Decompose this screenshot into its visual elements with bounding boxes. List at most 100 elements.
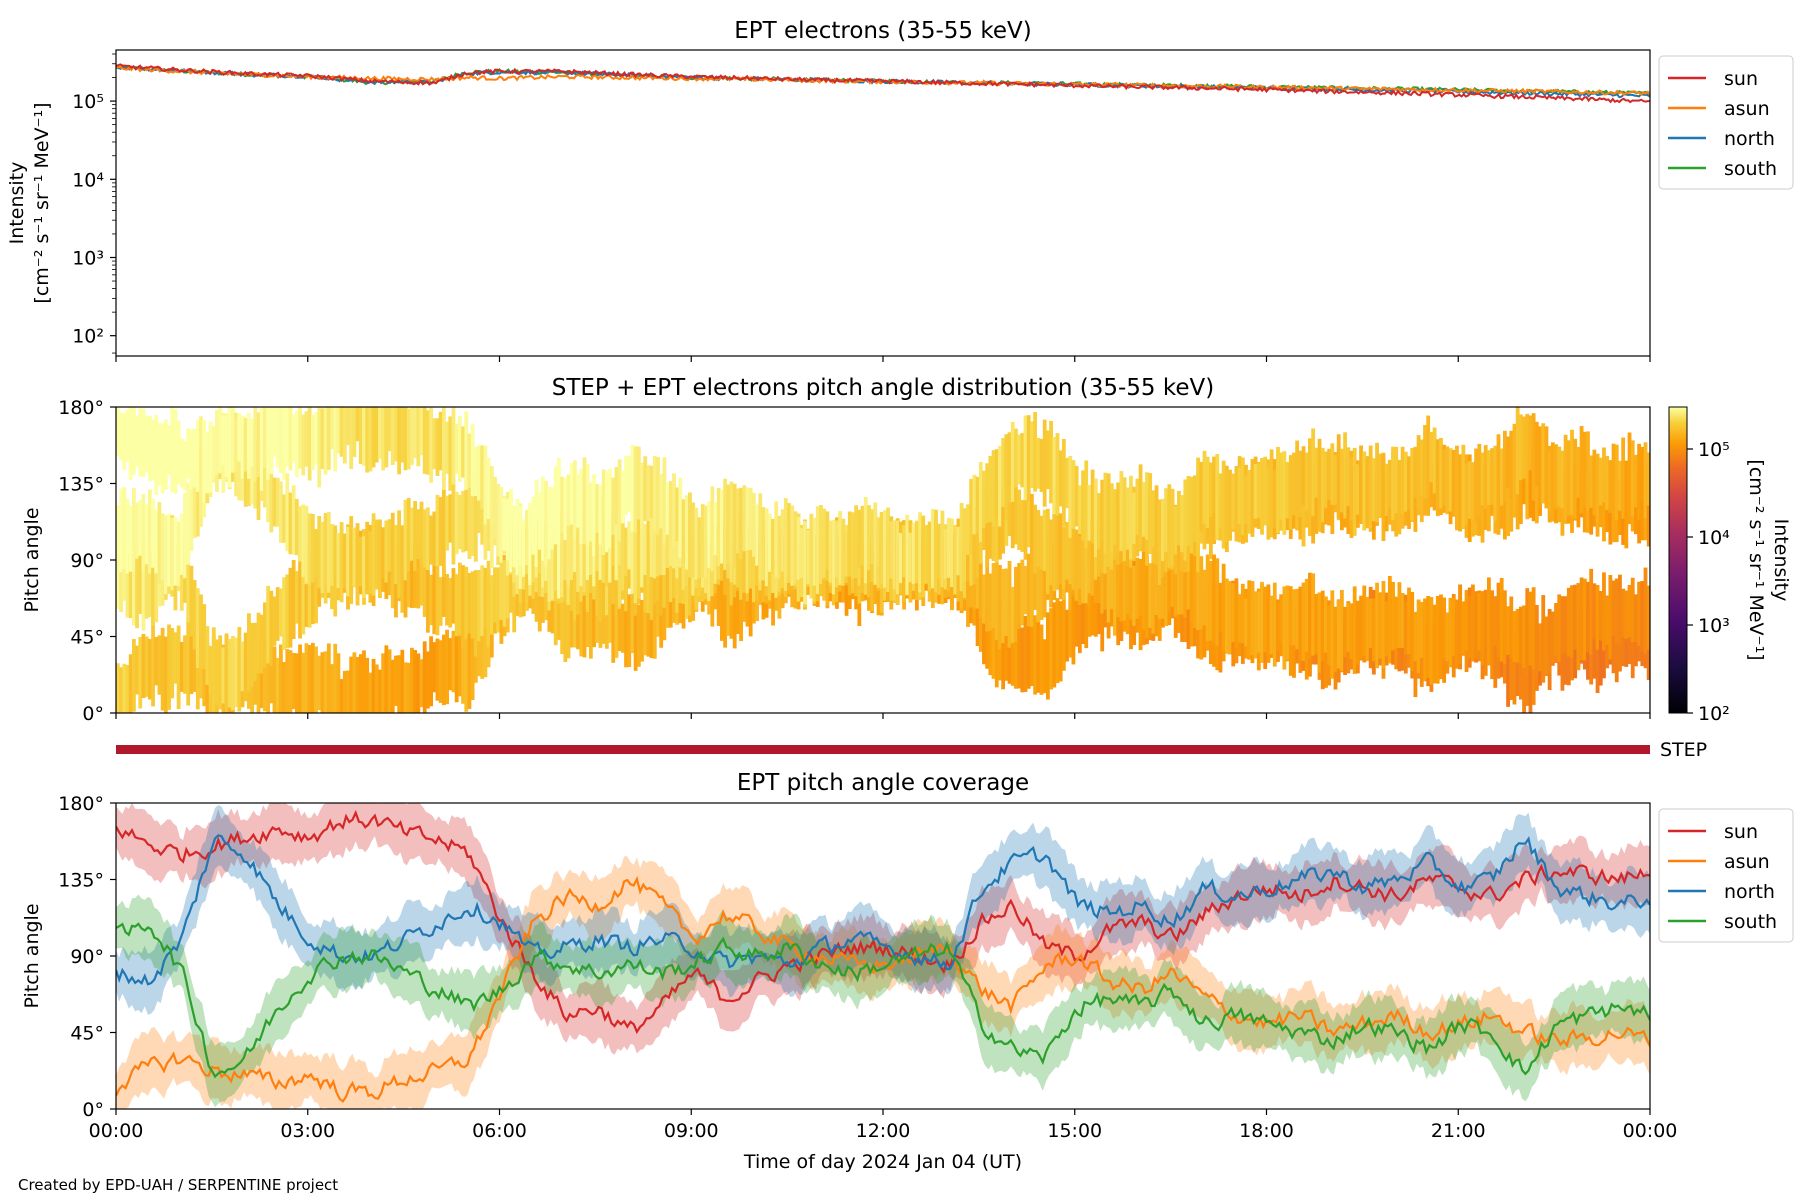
x-tick-label: 15:00: [1047, 1120, 1102, 1142]
pad-cell: [314, 536, 318, 624]
pad-cell: [1167, 547, 1172, 611]
pad-cell: [291, 414, 296, 463]
pad-cell: [611, 514, 616, 566]
pad-cell: [208, 421, 213, 493]
pad-cell: [1403, 600, 1408, 655]
pad-cell: [1483, 589, 1488, 645]
pad-cell: [1151, 490, 1156, 548]
pad-cell: [1129, 475, 1133, 560]
pad-cell: [975, 550, 980, 609]
pad-cell: [247, 613, 251, 692]
pad-cell: [326, 512, 331, 593]
pad-cell: [1381, 456, 1386, 509]
pad-cell: [978, 561, 983, 619]
pad-cell: [745, 525, 750, 594]
pad-cell: [362, 650, 366, 713]
pad-cell: [1237, 594, 1242, 643]
pad-cell: [1455, 445, 1459, 531]
pad-cell: [483, 594, 488, 678]
pad-cell: [1052, 602, 1057, 688]
pad-cell: [1640, 446, 1645, 502]
pad-cell: [767, 513, 772, 572]
pad-cell: [147, 415, 152, 482]
pad-panel: STEP + EPT electrons pitch angle distrib…: [21, 375, 1792, 725]
pad-cell: [1218, 582, 1223, 633]
pad-cell: [186, 428, 191, 479]
pad-cell: [400, 649, 405, 713]
pad-cell: [576, 505, 580, 592]
pad-cell: [582, 457, 587, 545]
pad-cell: [128, 407, 133, 480]
pad-cell: [758, 493, 763, 581]
pad-cell: [1292, 589, 1296, 646]
pad-cell: [1180, 556, 1185, 615]
pad-cell: [192, 580, 197, 650]
pad-cell: [694, 507, 699, 580]
pad-cell: [173, 632, 178, 684]
pad-cell: [962, 508, 967, 582]
pad-cell: [294, 410, 299, 478]
pad-cell: [1362, 585, 1367, 657]
pad-cell: [1496, 582, 1501, 658]
pad-cell: [1253, 464, 1258, 519]
pad-cell: [1502, 430, 1507, 503]
pad-cell: [1413, 611, 1418, 662]
pad-cell: [1218, 473, 1223, 528]
coverage-series-lines: [116, 809, 1650, 1103]
pad-cell: [285, 649, 290, 713]
pad-cell: [1557, 446, 1562, 507]
pad-cell: [314, 412, 318, 465]
pad-cell: [1464, 589, 1469, 651]
pad-cell: [1455, 599, 1459, 669]
pad-cell: [250, 419, 255, 468]
pad-cell: [550, 487, 555, 550]
pad-cell: [988, 494, 993, 559]
pad-cell: [1183, 547, 1188, 618]
pad-cell: [553, 530, 558, 591]
intensity-yticks: 10² 10³ 10⁴ 10⁵: [72, 53, 116, 354]
pad-cell: [448, 638, 453, 691]
pad-cell: [569, 588, 574, 648]
pad-cell: [419, 546, 424, 606]
pad-cell: [1093, 478, 1098, 558]
pad-cell: [384, 407, 389, 468]
pad-cell: [416, 653, 421, 713]
pad-cell: [429, 636, 433, 707]
pad-cell: [170, 627, 175, 699]
pad-cell: [138, 500, 143, 556]
pad-cell: [854, 505, 859, 578]
pad-cell: [1017, 434, 1022, 485]
pad-cell: [1017, 489, 1022, 550]
y-tick-label: 0°: [82, 703, 104, 725]
pad-cell: [1557, 594, 1562, 663]
pad-cell: [911, 522, 916, 584]
pad-cell: [972, 508, 977, 585]
pad-cell: [480, 565, 485, 637]
pad-cell: [819, 505, 823, 585]
pad-cell: [930, 508, 935, 589]
pad-cell: [1515, 633, 1520, 696]
pad-cell: [761, 507, 766, 577]
pad-cell: [1170, 538, 1175, 607]
pad-cell: [1004, 615, 1009, 681]
pad-cell: [151, 548, 155, 626]
pad-cell: [454, 491, 459, 555]
pad-cell: [272, 477, 277, 527]
pad-cell: [336, 407, 341, 454]
pad-cell: [173, 409, 178, 494]
pad-cell: [723, 559, 728, 648]
pad-cell: [307, 513, 312, 585]
pad-cell: [1391, 581, 1395, 651]
pad-cell: [1033, 504, 1037, 573]
pad-cell: [1154, 549, 1159, 615]
pad-cell: [1045, 612, 1050, 700]
pad-cell: [1365, 456, 1370, 529]
pad-cell: [326, 643, 331, 713]
pad-cell: [1432, 427, 1437, 494]
pad-cell: [1550, 612, 1555, 664]
pad-cell: [1196, 552, 1200, 630]
pad-cell: [751, 518, 756, 603]
pad-cell: [1036, 538, 1041, 623]
pad-cell: [144, 636, 149, 697]
pad-cell: [998, 564, 1002, 649]
